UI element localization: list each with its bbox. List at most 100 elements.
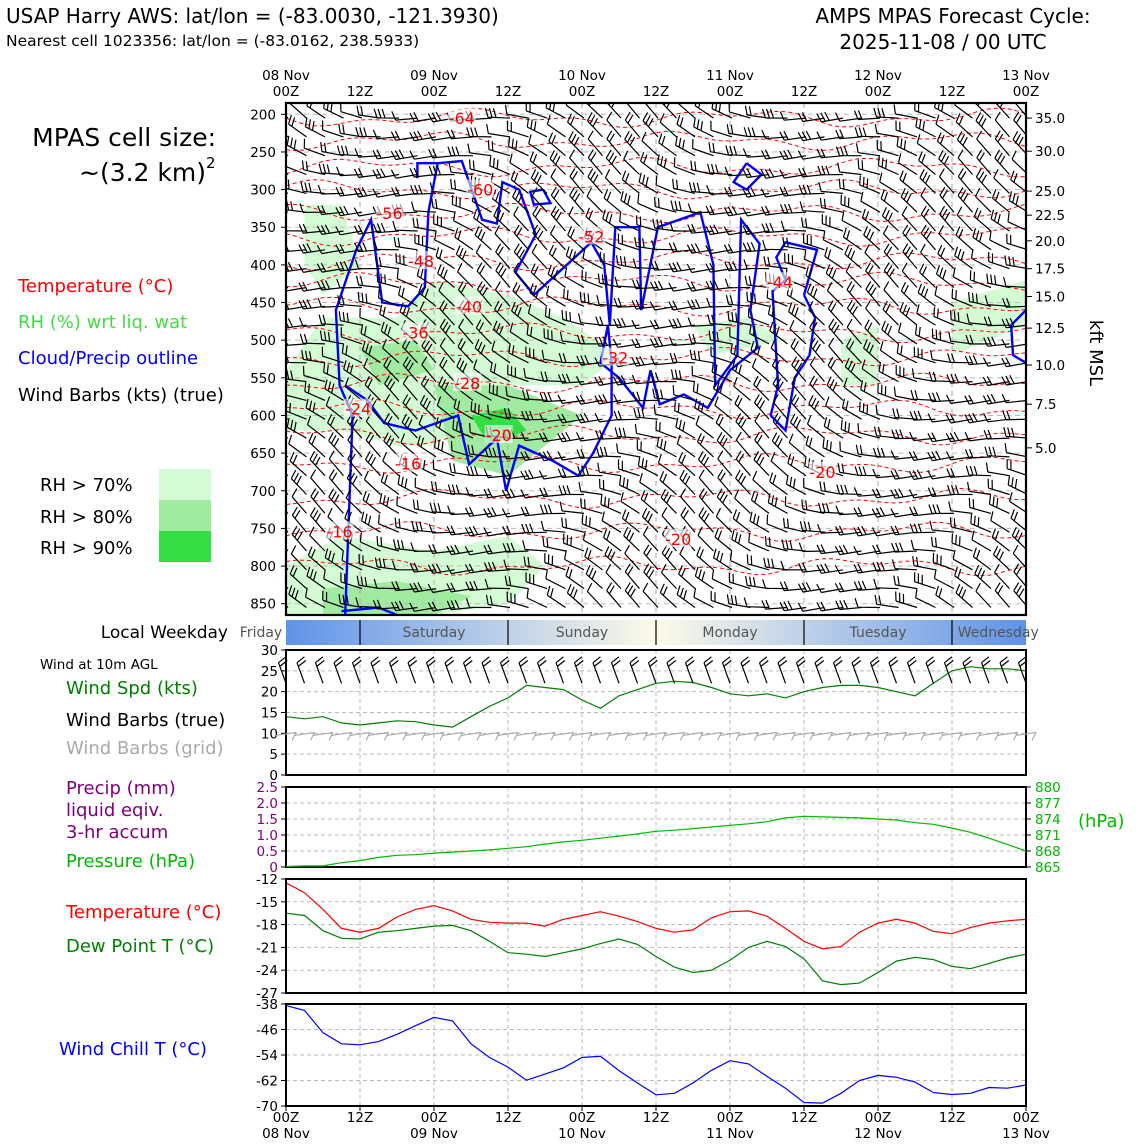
wind-barb (974, 187, 992, 213)
wind-barb (898, 322, 918, 345)
wind-barb (974, 564, 992, 590)
wind-barb-true (703, 656, 714, 684)
wind-barb (988, 252, 1010, 270)
y-tick-label: -21 (256, 940, 278, 956)
wind-barb (447, 484, 474, 496)
wind-barb-grid (978, 731, 1000, 741)
wind-barb-true (370, 656, 381, 684)
wind-barb (558, 485, 585, 496)
wind-barb (355, 127, 381, 138)
wind-barb (402, 375, 418, 401)
wind-barb (431, 198, 455, 213)
wind-barb (306, 415, 326, 439)
wind-barb (309, 451, 326, 477)
wind-barb (290, 469, 307, 495)
cloud-outline-main (334, 159, 761, 615)
wind-barb (711, 362, 733, 383)
wind-barb (635, 215, 659, 232)
wind-barb (624, 130, 640, 157)
wind-barb-true (481, 656, 492, 684)
y-tick-label: 30 (261, 643, 278, 659)
pressure-label: Pressure (hPa) (66, 851, 195, 872)
wind-barb (742, 148, 770, 158)
wind-barb (606, 582, 622, 608)
wind-barb (491, 340, 511, 364)
wind-barb (513, 262, 529, 288)
y-tick-label: -27 (256, 986, 278, 1002)
wind-barb (631, 356, 659, 367)
temp-label-bg (453, 373, 482, 392)
dewpoint-line (285, 912, 1027, 986)
precip-label-c: 3-hr accum (66, 822, 168, 843)
wind-barb (902, 224, 918, 251)
wind-barb (446, 525, 474, 536)
wind-barb (318, 314, 344, 326)
wind-barb (602, 209, 622, 232)
wind-barb (336, 278, 363, 289)
wind-barb (382, 339, 400, 364)
wind-barb (909, 523, 936, 534)
wind-barb (818, 502, 844, 514)
wind-barb (844, 245, 862, 270)
wind-barb (897, 153, 918, 176)
wind-speed-line (285, 666, 1027, 728)
wind-barb (649, 337, 677, 348)
wind-barb (934, 103, 955, 119)
wind-barb (991, 189, 1010, 213)
pressure-tick-label: 871 (1035, 828, 1061, 844)
wind-barb (729, 551, 751, 571)
wind-barb (909, 506, 936, 517)
wind-barb (918, 151, 936, 175)
wind-barb (872, 561, 899, 572)
wind-barb (530, 169, 548, 194)
wind-barb-true (684, 656, 695, 684)
rh90-swatch (159, 531, 211, 562)
wind-barb-true (333, 656, 344, 684)
wind-barb (569, 149, 585, 175)
kft-tick-label: 5.0 (1035, 441, 1056, 457)
wind-barb (475, 319, 492, 345)
wind-barb (694, 566, 714, 590)
wind-barb (816, 563, 844, 574)
wind-barb (372, 129, 400, 140)
wind-barb (968, 291, 992, 307)
wind-barb (338, 311, 363, 326)
pressure-tick-label: 200 (250, 107, 276, 123)
wind-barb (970, 514, 992, 533)
wind-barb (301, 349, 326, 364)
wind-barb-true (962, 656, 973, 684)
wind-barb (984, 446, 1010, 458)
wind-barb (581, 514, 603, 533)
temperature-contour-label: -56 (377, 204, 403, 223)
wind-barb (986, 273, 1010, 289)
wind-barb (450, 441, 474, 458)
wind-barb (726, 594, 751, 609)
temperature-contour-label: -52 (578, 227, 604, 246)
wind-barb (328, 450, 344, 477)
wind-barb (876, 139, 899, 157)
top-hour-label: 12Z (495, 84, 521, 100)
wind-barb (286, 243, 307, 253)
wind-barb (566, 583, 585, 608)
wind-barb (542, 536, 566, 552)
wind-barb (613, 297, 640, 308)
wind-barb (747, 307, 770, 326)
wind-barb (803, 478, 825, 496)
wind-barb (364, 376, 381, 401)
wind-barb (546, 115, 566, 138)
wind-barb (322, 120, 344, 138)
wind-barb (476, 262, 492, 288)
wind-barb (650, 355, 677, 366)
wind-barb (419, 301, 437, 326)
wind-barb (791, 375, 807, 401)
wind-barb (1008, 191, 1026, 212)
wind-barb (843, 377, 862, 401)
pressure-line (285, 815, 1027, 868)
wind-barb (639, 472, 659, 495)
wind-barb (412, 499, 437, 514)
wind-barb (727, 311, 751, 326)
wind-barb (716, 488, 733, 514)
wind-barb (634, 236, 659, 251)
wind-barb (341, 550, 363, 571)
wind-barb (656, 154, 677, 176)
